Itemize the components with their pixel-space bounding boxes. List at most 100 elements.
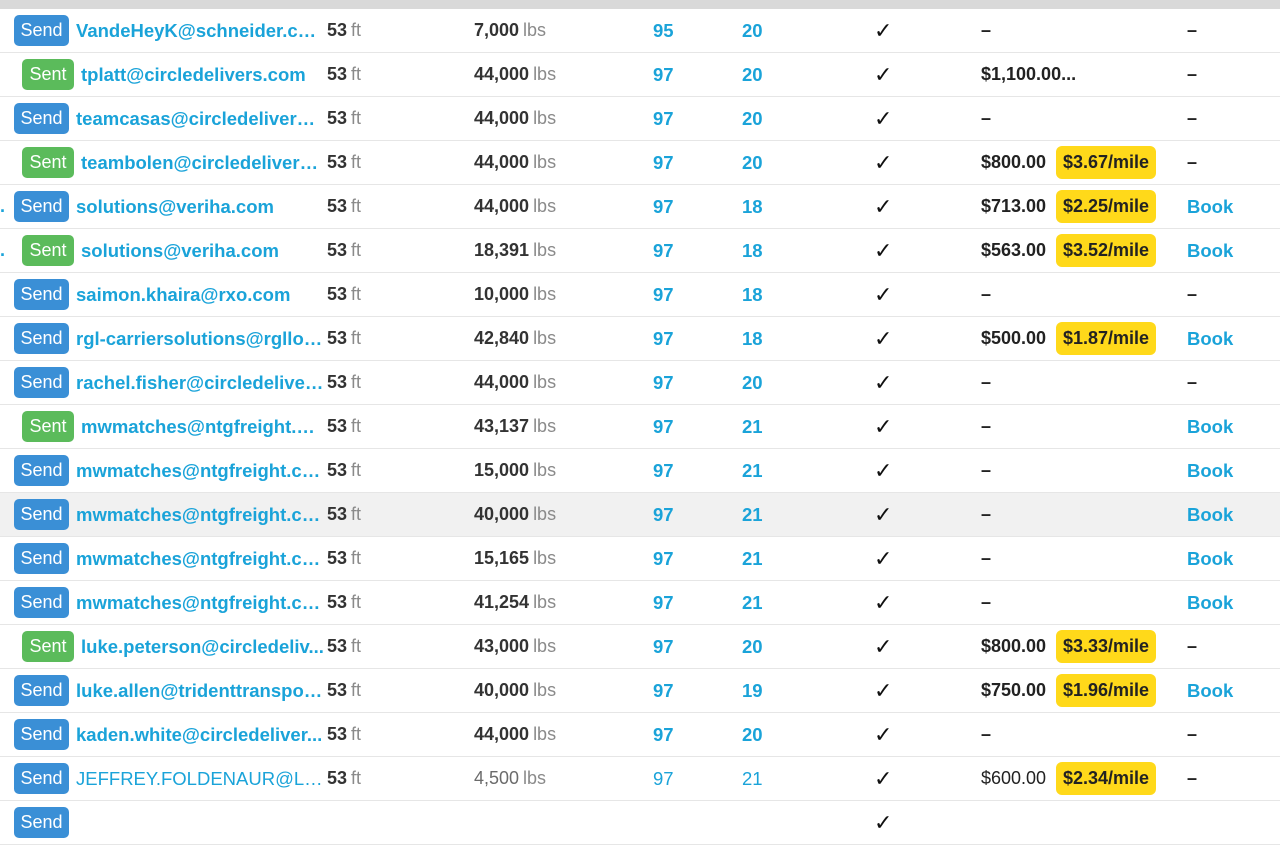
contact-email-link[interactable]: saimon.khaira@rxo.com (76, 273, 324, 316)
contact-email-link[interactable]: teambolen@circledelivers.... (81, 141, 324, 184)
contact-email-link[interactable]: mwmatches@ntgfreight.com (76, 537, 324, 580)
send-button[interactable]: Send (14, 103, 69, 134)
load-weight: 44,000 lbs (474, 141, 556, 184)
contact-email-link[interactable]: solutions@veriha.com (81, 229, 324, 272)
table-row[interactable]: Send luke.allen@tridenttranspor... 53 ft 40,… (0, 669, 1280, 713)
book-link[interactable]: Book (1187, 415, 1234, 437)
book-link[interactable]: Book (1187, 239, 1234, 261)
table-row[interactable]: . Sent solutions@veriha.com 53 ft 18,391 lbs 97… (0, 229, 1280, 273)
count-value: 20 (742, 63, 763, 85)
checkmark-icon: ✓ (874, 105, 893, 131)
send-button[interactable]: Send (14, 15, 69, 46)
trailer-length-unit: ft (351, 548, 362, 568)
count-value: 21 (742, 503, 763, 525)
table-row[interactable]: Send JEFFREY.FOLDENAUR@LA... 53 ft 4,500 lbs 9… (0, 757, 1280, 801)
score-value: 97 (653, 503, 674, 525)
table-row[interactable]: Send mwmatches@ntgfreight.com 53 ft 15,000 lb… (0, 449, 1280, 493)
send-button[interactable]: Send (14, 587, 69, 618)
contact-email-link[interactable]: rachel.fisher@circledeliver... (76, 361, 324, 404)
sent-button[interactable]: Sent (22, 235, 74, 266)
checkmark-icon: ✓ (874, 369, 893, 395)
trailer-length: 53 ft (327, 273, 361, 316)
trailer-length: 53 ft (327, 493, 361, 536)
load-weight-value: 7,000 (474, 20, 520, 40)
load-weight-unit: lbs (533, 152, 557, 172)
no-action-dash: – (1187, 20, 1198, 40)
table-row[interactable]: Sent teambolen@circledelivers.... 53 ft 44,0… (0, 141, 1280, 185)
contact-email-link[interactable]: solutions@veriha.com (76, 185, 324, 228)
send-button[interactable]: Send (14, 499, 69, 530)
send-button[interactable]: Send (14, 279, 69, 310)
table-row[interactable]: Send ✓ (0, 801, 1280, 845)
table-row[interactable]: Send rachel.fisher@circledeliver... 53 ft 44… (0, 361, 1280, 405)
table-row[interactable]: Sent mwmatches@ntgfreight.co... 53 ft 43,137… (0, 405, 1280, 449)
book-link[interactable]: Book (1187, 547, 1234, 569)
contact-email-link[interactable]: mwmatches@ntgfreight.com (76, 581, 324, 624)
sent-button[interactable]: Sent (22, 631, 74, 662)
contact-email-link[interactable]: VandeHeyK@schneider.com (76, 9, 324, 52)
score-value: 97 (653, 63, 674, 85)
send-button[interactable]: Send (14, 675, 69, 706)
sent-button[interactable]: Sent (22, 59, 74, 90)
contact-email-text: saimon.khaira@rxo.com (76, 283, 291, 305)
score-value: 97 (653, 723, 674, 745)
send-button[interactable]: Send (14, 367, 69, 398)
send-button[interactable]: Send (14, 191, 69, 222)
table-row[interactable]: Send kaden.white@circledeliver... 53 ft 44,0… (0, 713, 1280, 757)
load-weight-value: 4,500 (474, 768, 520, 788)
table-row[interactable]: Send rgl-carriersolutions@rgllog... 53 ft 42… (0, 317, 1280, 361)
checkmark-icon: ✓ (874, 589, 893, 615)
checkmark-icon: ✓ (874, 545, 893, 571)
trailer-length-unit: ft (351, 64, 362, 84)
contact-email-link[interactable]: luke.allen@tridenttranspor... (76, 669, 324, 712)
trailer-length: 53 ft (327, 185, 361, 228)
contact-email-link[interactable]: mwmatches@ntgfreight.co... (81, 405, 324, 448)
book-link[interactable]: Book (1187, 459, 1234, 481)
trailer-length-value: 53 (327, 284, 348, 304)
table-row[interactable]: Send VandeHeyK@schneider.com 53 ft 7,000 lbs 9… (0, 9, 1280, 53)
send-button[interactable]: Send (14, 719, 69, 750)
score-value: 97 (653, 195, 674, 217)
contact-email-link[interactable]: kaden.white@circledeliver... (76, 713, 324, 756)
contact-email-link[interactable]: JEFFREY.FOLDENAUR@LA... (76, 757, 324, 800)
table-row[interactable]: Send saimon.khaira@rxo.com 53 ft 10,000 lbs 97… (0, 273, 1280, 317)
trailer-length-unit: ft (351, 152, 362, 172)
rate-value: $750.00 (981, 680, 1047, 700)
table-row[interactable]: Send mwmatches@ntgfreight.com 53 ft 41,254 lb… (0, 581, 1280, 625)
contact-email-link[interactable]: mwmatches@ntgfreight.com (76, 449, 324, 492)
contact-email-link[interactable]: mwmatches@ntgfreight.com (76, 493, 324, 536)
send-button[interactable]: Send (14, 323, 69, 354)
table-row[interactable]: Send mwmatches@ntgfreight.com 53 ft 15,165 lb… (0, 537, 1280, 581)
send-button[interactable]: Send (14, 543, 69, 574)
trailer-length-unit: ft (351, 636, 362, 656)
trailer-length: 53 ft (327, 625, 361, 668)
sent-button[interactable]: Sent (22, 411, 74, 442)
table-row[interactable]: . Send solutions@veriha.com 53 ft 44,000 lbs 97… (0, 185, 1280, 229)
sent-button[interactable]: Sent (22, 147, 74, 178)
trailer-length-value: 53 (327, 592, 348, 612)
book-link[interactable]: Book (1187, 327, 1234, 349)
contact-email-link[interactable]: luke.peterson@circledeliv... (81, 625, 324, 668)
contact-email-text: mwmatches@ntgfreight.co... (81, 415, 324, 437)
score-value: 97 (653, 591, 674, 613)
table-row[interactable]: Sent tplatt@circledelivers.com 53 ft 44,000 l… (0, 53, 1280, 97)
send-button[interactable]: Send (14, 807, 69, 838)
send-button[interactable]: Send (14, 455, 69, 486)
book-link[interactable]: Book (1187, 679, 1234, 701)
contact-email-link[interactable]: teamcasas@circledelivers.c... (76, 97, 324, 140)
table-row[interactable]: Send mwmatches@ntgfreight.com 53 ft 40,000 lb… (0, 493, 1280, 537)
contact-email-link[interactable]: rgl-carriersolutions@rgllog... (76, 317, 324, 360)
load-weight: 43,137 lbs (474, 405, 556, 448)
send-button[interactable]: Send (14, 763, 69, 794)
load-weight: 42,840 lbs (474, 317, 556, 360)
book-link[interactable]: Book (1187, 503, 1234, 525)
count-value: 21 (742, 547, 763, 569)
contact-email-text: VandeHeyK@schneider.com (76, 19, 324, 41)
rate-value: – (981, 416, 992, 436)
table-row[interactable]: Sent luke.peterson@circledeliv... 53 ft 43,0… (0, 625, 1280, 669)
load-weight-unit: lbs (533, 460, 557, 480)
book-link[interactable]: Book (1187, 591, 1234, 613)
book-link[interactable]: Book (1187, 195, 1234, 217)
contact-email-link[interactable]: tplatt@circledelivers.com (81, 53, 324, 96)
table-row[interactable]: Send teamcasas@circledelivers.c... 53 ft 44,… (0, 97, 1280, 141)
